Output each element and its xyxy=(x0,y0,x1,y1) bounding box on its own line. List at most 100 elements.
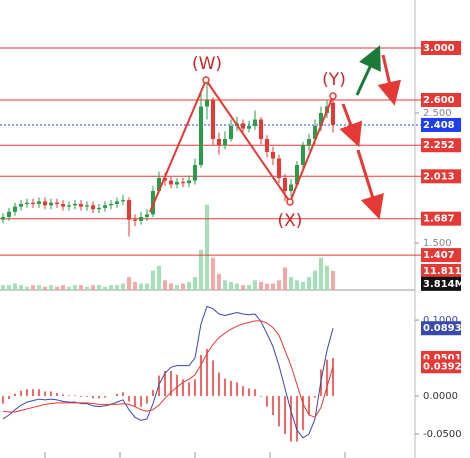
level-label: 1.687 xyxy=(423,214,455,225)
candle-body xyxy=(55,202,59,204)
macd-value-label: 0.0501 xyxy=(423,353,462,364)
volume-layer xyxy=(1,204,335,290)
volume-bar xyxy=(193,277,197,290)
candle-body xyxy=(79,203,83,207)
candle-body xyxy=(97,207,101,210)
candle-body xyxy=(169,180,173,185)
volume-bar xyxy=(169,283,173,290)
macd-line xyxy=(2,320,334,418)
candle-body xyxy=(73,203,77,206)
wave-point xyxy=(329,92,337,100)
arrow-up xyxy=(355,45,381,96)
candle-body xyxy=(61,203,65,207)
candle-body xyxy=(91,205,95,210)
candle-body xyxy=(205,99,209,107)
volume-bar xyxy=(157,265,161,290)
y-tick-label: 1.500 xyxy=(423,238,452,249)
volume-bar xyxy=(307,277,311,290)
volume-bar xyxy=(295,280,299,290)
candle-body xyxy=(265,138,269,152)
arrow-down xyxy=(356,149,384,220)
volume-bar xyxy=(115,285,119,290)
macd-value-label-box xyxy=(421,321,461,336)
volume-bar xyxy=(145,283,149,290)
volume-bar xyxy=(223,280,227,290)
candle-body xyxy=(181,181,185,184)
level-label-box xyxy=(421,211,461,226)
level-label-box xyxy=(421,40,461,55)
candle-body xyxy=(211,99,215,139)
arrow-down xyxy=(377,54,401,106)
candle-body xyxy=(187,180,191,184)
candle-body xyxy=(43,201,47,206)
wave-label: (W) xyxy=(192,54,222,74)
candle-body xyxy=(163,177,167,181)
volume-bar xyxy=(25,286,29,290)
candle-body xyxy=(223,138,227,146)
level-label-box xyxy=(421,248,461,263)
candle-body xyxy=(271,151,275,159)
volume-bar xyxy=(289,277,293,290)
y-tick-label: -0.0500 xyxy=(423,429,462,440)
candle-body xyxy=(85,205,89,207)
volume-bar xyxy=(61,285,65,290)
volume-bar xyxy=(133,281,137,290)
macd-value-label: 0.0392 xyxy=(423,361,462,372)
volume-bar xyxy=(31,285,35,290)
level-label-box xyxy=(421,92,461,107)
volume-bar xyxy=(85,286,89,290)
candle-body xyxy=(127,200,131,220)
level-label: 2.013 xyxy=(423,171,455,182)
time-ticks xyxy=(44,452,346,458)
level-label: 2.600 xyxy=(423,95,455,106)
volume-bar xyxy=(259,281,263,290)
volume-bar xyxy=(253,280,257,290)
wave-label: (X) xyxy=(278,211,303,231)
macd-value-label-box xyxy=(421,359,461,374)
volume-bar xyxy=(211,257,215,290)
candle-body xyxy=(247,125,251,129)
wave-annotation: (W) (X) (Y) xyxy=(149,54,346,231)
volume-bar xyxy=(175,285,179,290)
candle-body xyxy=(289,184,293,191)
volume-bar xyxy=(301,281,305,290)
volume-bar xyxy=(19,285,23,290)
last-price-label-box xyxy=(421,117,461,132)
candle-body xyxy=(67,205,71,207)
volume-bar xyxy=(1,285,5,290)
volume-bar xyxy=(229,281,233,290)
candle-body xyxy=(13,206,17,212)
volume-bar xyxy=(37,285,41,290)
candle-body xyxy=(295,164,299,185)
volume-bar xyxy=(235,283,239,290)
wave-label: (Y) xyxy=(322,70,346,90)
candle-body xyxy=(139,217,143,221)
volume-bar xyxy=(241,285,245,290)
candle-body xyxy=(193,164,197,181)
volume-bar xyxy=(151,270,155,290)
last-price-label: 2.408 xyxy=(423,120,455,131)
volume-bar xyxy=(271,283,275,290)
candle-body xyxy=(229,125,233,139)
level-label: 1.407 xyxy=(423,250,455,261)
candle-body xyxy=(103,205,107,208)
candle-body xyxy=(133,219,137,221)
candle-body xyxy=(331,102,335,125)
scenario-arrows xyxy=(339,45,401,220)
candle-body xyxy=(145,214,149,218)
volume-bar xyxy=(43,286,47,290)
volume-bar xyxy=(79,285,83,290)
y-tick-label: 0.1000 xyxy=(423,315,458,326)
volume-bar xyxy=(277,280,281,290)
macd-value-label: 0.0893 xyxy=(423,323,462,334)
volume-bar xyxy=(187,281,191,290)
macd-line xyxy=(2,305,334,439)
candle-body xyxy=(25,202,29,204)
candle-body xyxy=(319,112,323,126)
volume-bar xyxy=(217,273,221,290)
candle-body xyxy=(49,202,53,206)
level-label: 2.252 xyxy=(423,140,455,151)
candle-body xyxy=(307,138,311,146)
